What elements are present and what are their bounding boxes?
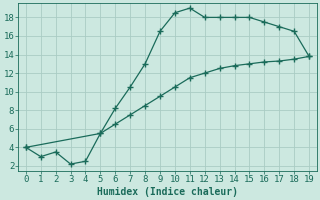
X-axis label: Humidex (Indice chaleur): Humidex (Indice chaleur) bbox=[97, 186, 238, 197]
